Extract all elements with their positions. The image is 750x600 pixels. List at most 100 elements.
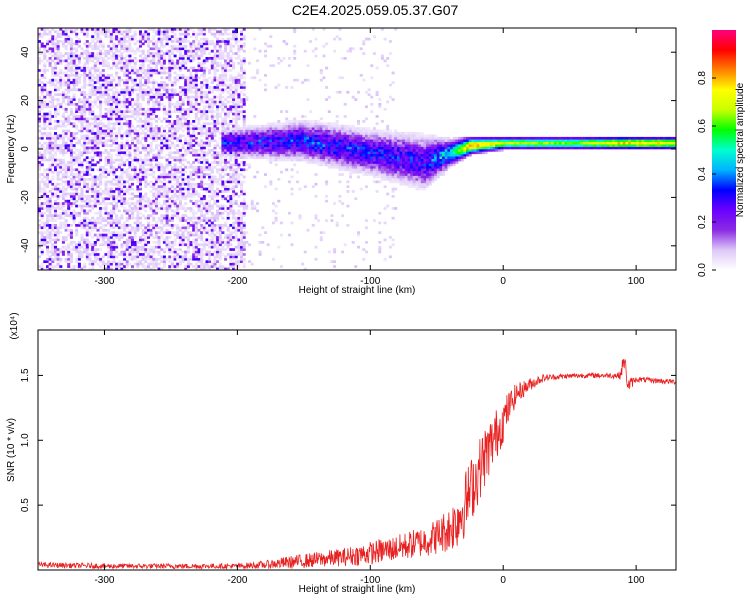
heatmap-cell <box>232 195 236 198</box>
heatmap-cell <box>141 265 145 268</box>
heatmap-cell <box>176 257 180 261</box>
heatmap-cell <box>144 185 148 188</box>
heatmap-cell <box>120 44 124 48</box>
heatmap-cell <box>125 28 129 31</box>
heatmap-cell <box>160 98 164 101</box>
heatmap-cell <box>67 175 71 179</box>
heatmap-cell <box>139 107 142 111</box>
heatmap-cell <box>99 178 103 181</box>
heatmap-cell <box>77 175 81 179</box>
heatmap-cell <box>202 105 206 109</box>
heatmap-cell <box>109 233 113 237</box>
heatmap-cell <box>43 132 47 135</box>
heatmap-cell <box>54 83 57 87</box>
heatmap-cell <box>128 144 132 147</box>
heatmap-cell <box>248 243 251 247</box>
heatmap-cell <box>197 122 201 126</box>
heatmap-cell <box>165 241 169 244</box>
heatmap-cell <box>54 127 57 130</box>
heatmap-cell <box>192 192 196 196</box>
heatmap-cell <box>46 117 49 121</box>
heatmap-cell <box>170 151 174 155</box>
heatmap-cell <box>181 241 185 244</box>
heatmap-cell <box>123 117 127 121</box>
heatmap-cell <box>109 182 113 186</box>
heatmap-cell <box>48 260 52 263</box>
heatmap-cell <box>250 139 254 142</box>
heatmap-cell <box>54 139 57 142</box>
heatmap-cell <box>248 139 251 142</box>
heatmap-cell <box>48 214 52 217</box>
heatmap-cell <box>234 144 238 147</box>
heatmap-cell <box>165 243 169 247</box>
heatmap-cell <box>157 192 161 196</box>
heatmap-cell <box>141 163 145 167</box>
heatmap-cell <box>54 93 57 96</box>
heatmap-cell <box>240 151 243 155</box>
heatmap-cell <box>54 54 57 58</box>
heatmap-cell <box>88 107 92 111</box>
heatmap-cell <box>123 265 127 268</box>
heatmap-cell <box>160 267 164 270</box>
heatmap-cell <box>178 134 182 138</box>
heatmap-cell <box>61 151 65 155</box>
heatmap-cell <box>197 103 201 106</box>
heatmap-cell <box>83 127 87 130</box>
heatmap-cell <box>46 49 49 53</box>
heatmap-cell <box>72 178 76 181</box>
heatmap-cell <box>112 209 116 213</box>
heatmap-cell <box>93 30 97 34</box>
heatmap-cell <box>197 243 201 247</box>
heatmap-cell <box>99 88 103 92</box>
heatmap-cell <box>93 221 97 225</box>
heatmap-cell <box>205 168 209 172</box>
heatmap-cell <box>133 103 137 106</box>
heatmap-cell <box>178 49 182 53</box>
heatmap-cell <box>120 216 124 220</box>
heatmap-cell <box>120 59 124 63</box>
heatmap-cell <box>162 52 166 55</box>
heatmap-cell <box>226 253 230 256</box>
heatmap-cell <box>59 211 63 215</box>
heatmap-cell <box>144 209 148 213</box>
heatmap-cell <box>109 209 113 213</box>
heatmap-cell <box>197 132 201 135</box>
heatmap-cell <box>72 209 76 213</box>
heatmap-cell <box>125 86 129 89</box>
heatmap-cell <box>178 90 182 94</box>
heatmap-cell <box>160 64 164 67</box>
heatmap-cell <box>237 204 241 208</box>
heatmap-cell <box>96 228 100 232</box>
heatmap-cell <box>200 214 204 217</box>
heatmap-cell <box>104 156 108 159</box>
heatmap-cell <box>88 197 92 201</box>
heatmap-cell <box>213 219 217 222</box>
heatmap-cell <box>184 202 188 205</box>
heatmap-cell <box>112 221 116 225</box>
heatmap-cell <box>69 243 73 247</box>
heatmap-cell <box>72 103 76 106</box>
heatmap-cell <box>178 86 182 89</box>
heatmap-cell <box>69 71 73 75</box>
heatmap-cell <box>200 100 204 104</box>
heatmap-cell <box>184 139 188 142</box>
heatmap-cell <box>131 243 134 247</box>
heatmap-cell <box>173 192 177 196</box>
heatmap-cell <box>123 83 127 87</box>
heatmap-cell <box>205 253 209 256</box>
heatmap-cell <box>160 221 164 225</box>
heatmap-cell <box>205 161 209 164</box>
heatmap-cell <box>144 153 148 157</box>
heatmap-cell <box>48 64 52 67</box>
heatmap-cell <box>109 127 113 130</box>
heatmap-cell <box>181 122 185 126</box>
heatmap-cell <box>245 98 249 101</box>
heatmap-cell <box>88 44 92 48</box>
heatmap-cell <box>194 257 198 261</box>
heatmap-cell <box>168 139 172 142</box>
heatmap-cell <box>234 267 238 270</box>
heatmap-cell <box>248 144 251 147</box>
heatmap-cell <box>112 37 116 41</box>
heatmap-cell <box>168 95 172 99</box>
heatmap-cell <box>144 199 148 203</box>
